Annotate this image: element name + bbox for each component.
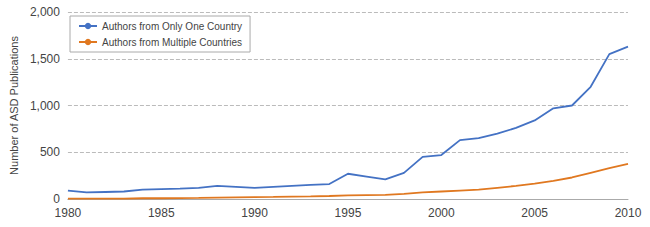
svg-text:1990: 1990 — [241, 206, 268, 220]
svg-text:Number of ASD Publications: Number of ASD Publications — [8, 36, 20, 175]
svg-text:0: 0 — [53, 192, 60, 206]
svg-text:2010: 2010 — [615, 206, 642, 220]
svg-text:2005: 2005 — [521, 206, 548, 220]
svg-text:1985: 1985 — [148, 206, 175, 220]
svg-text:500: 500 — [40, 145, 60, 159]
svg-text:Authors from Only One Country: Authors from Only One Country — [102, 21, 242, 32]
svg-text:1,500: 1,500 — [30, 52, 60, 66]
svg-text:1980: 1980 — [55, 206, 82, 220]
svg-text:1995: 1995 — [335, 206, 362, 220]
svg-text:Authors from Multiple Countrie: Authors from Multiple Countries — [102, 37, 242, 48]
svg-text:1,000: 1,000 — [30, 99, 60, 113]
svg-text:2000: 2000 — [428, 206, 455, 220]
svg-text:2,000: 2,000 — [30, 5, 60, 19]
